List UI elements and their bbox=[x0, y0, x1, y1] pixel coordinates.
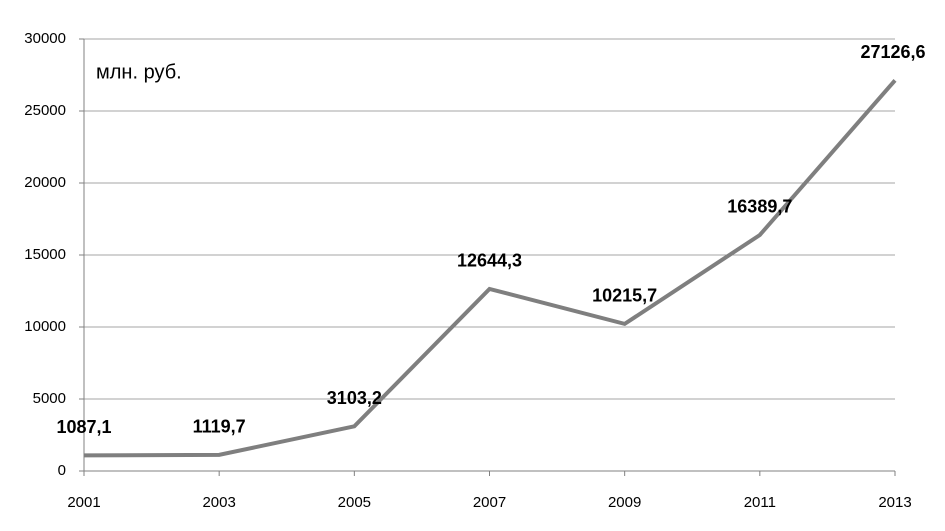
x-tick-label: 2007 bbox=[473, 494, 506, 511]
y-tick-label: 25000 bbox=[24, 102, 66, 119]
data-label: 1087,1 bbox=[56, 417, 111, 437]
data-label: 1119,7 bbox=[193, 417, 246, 437]
y-tick-label: 15000 bbox=[24, 246, 66, 263]
data-label: 27126,6 bbox=[860, 42, 925, 62]
unit-annotation: млн. руб. bbox=[96, 61, 182, 83]
x-tick-label: 2003 bbox=[202, 494, 235, 511]
x-tick-label: 2005 bbox=[338, 494, 371, 511]
x-tick-label: 2011 bbox=[744, 494, 776, 511]
x-tick-label: 2001 bbox=[67, 494, 100, 511]
data-label: 12644,3 bbox=[457, 251, 522, 271]
y-tick-label: 5000 bbox=[33, 390, 66, 407]
line-series bbox=[83, 79, 897, 458]
y-tick-label: 10000 bbox=[24, 318, 66, 335]
y-tick-label: 20000 bbox=[24, 174, 66, 191]
data-label: 3103,2 bbox=[327, 388, 382, 408]
data-label: 10215,7 bbox=[592, 286, 657, 306]
y-tick-label: 30000 bbox=[24, 30, 66, 47]
x-tick-label: 2013 bbox=[878, 494, 911, 511]
data-label: 16389,7 bbox=[727, 197, 792, 217]
x-tick-label: 2009 bbox=[608, 494, 641, 511]
y-tick-label: 0 bbox=[58, 462, 66, 479]
